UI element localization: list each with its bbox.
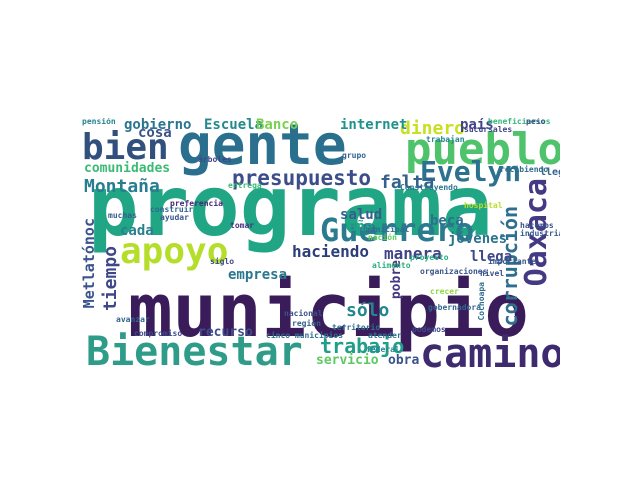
word-muchas: muchas bbox=[108, 211, 137, 220]
word-banco: Banco bbox=[256, 118, 299, 133]
word-metlatonoc: Metlatónoc bbox=[80, 218, 98, 309]
word-arboles: árboles bbox=[198, 155, 232, 164]
word-podemos: podemos bbox=[412, 325, 446, 334]
word-federal: federal bbox=[366, 345, 400, 354]
word-haciendo: haciendo bbox=[292, 242, 370, 261]
word-camino: camino bbox=[420, 331, 560, 368]
word-programa: programa bbox=[88, 157, 493, 255]
word-llega: llega bbox=[470, 249, 513, 265]
word-bien: bien bbox=[82, 127, 169, 168]
word-obra: obra bbox=[388, 353, 420, 368]
word-recurso: recurso bbox=[198, 325, 253, 340]
word-presupuesto: presupuesto bbox=[232, 166, 372, 190]
word-siglo: siglo bbox=[210, 257, 235, 266]
word-territorio: territorio bbox=[332, 323, 381, 332]
word-cochoapa: Cochoapa bbox=[477, 282, 486, 321]
word-jovenes: jóvenes bbox=[448, 231, 508, 247]
word-gente: gente bbox=[178, 118, 347, 178]
word-salud: salud bbox=[340, 207, 383, 223]
word-apoyo: apoyo bbox=[120, 231, 229, 272]
word-servicio: servicio bbox=[316, 353, 379, 368]
word-corrupcion: corrupción bbox=[498, 206, 522, 327]
word-entrega: entrega bbox=[228, 181, 262, 190]
word-beneficiarios: beneficiarios bbox=[488, 118, 551, 126]
word-nivel: nivel bbox=[480, 269, 505, 278]
word-pais: país bbox=[460, 118, 494, 133]
word-peso: peso bbox=[526, 118, 546, 126]
word-montana: Montaña bbox=[84, 176, 160, 197]
word-proyecto: proyecto bbox=[410, 253, 449, 262]
word-comunidades: comunidades bbox=[84, 161, 171, 176]
word-pueblo: pueblo bbox=[405, 124, 560, 175]
word-nacional: nacional bbox=[284, 309, 323, 318]
word-compromiso: compromiso bbox=[134, 329, 183, 338]
word-ayudar: ayudar bbox=[160, 213, 189, 222]
word-cloud: municipio programa gente pueblo Bienesta… bbox=[80, 118, 560, 368]
word-alimento: alimento bbox=[372, 261, 411, 270]
word-pension: pensión bbox=[82, 118, 116, 126]
word-nacion: nación bbox=[368, 233, 397, 242]
word-hacemos: hacemos bbox=[520, 221, 554, 230]
word-municipal: municipal bbox=[366, 225, 410, 234]
word-tomar: tomar bbox=[230, 221, 255, 230]
word-municipio: municipio bbox=[128, 268, 529, 354]
word-sucursales: sucursales bbox=[464, 125, 513, 134]
word-evelyn: Evelyn bbox=[420, 155, 522, 188]
word-solo: sólo bbox=[346, 300, 390, 321]
word-anos: años bbox=[348, 219, 382, 235]
word-organizaciones: organizaciones bbox=[420, 267, 488, 276]
word-cada: cada bbox=[120, 223, 154, 239]
word-manera: manera bbox=[384, 244, 442, 263]
word-importante: importante bbox=[488, 257, 537, 266]
word-avanzar: avanzar bbox=[116, 315, 150, 324]
word-internet: internet bbox=[340, 118, 408, 133]
word-llegan: llegan bbox=[540, 167, 560, 178]
word-cosa: cosa bbox=[138, 125, 172, 141]
word-grupo: grupo bbox=[342, 151, 367, 160]
word-industria: industria bbox=[520, 229, 560, 238]
word-preferencia: preferencia bbox=[170, 199, 223, 208]
word-construir: construir bbox=[150, 205, 194, 214]
word-region: región bbox=[292, 319, 321, 328]
word-beca: beca bbox=[430, 213, 464, 229]
word-gobierno: gobierno bbox=[124, 118, 192, 133]
word-hospital: hospital bbox=[464, 201, 503, 210]
word-atender: atender bbox=[368, 331, 402, 340]
word-cinco-municipios: cinco municipios bbox=[266, 331, 344, 340]
word-gobernadora: gobernadora bbox=[428, 303, 481, 312]
word-empresa: empresa bbox=[228, 267, 288, 283]
word-guerrero: Guerrero bbox=[320, 211, 475, 249]
word-trabajan: trabajan bbox=[426, 135, 465, 144]
word-recibiendo: recibiendo bbox=[500, 165, 549, 174]
word-tiempo: tiempo bbox=[100, 246, 121, 312]
word-construyendo: Construyendo bbox=[400, 183, 458, 192]
word-falta: falta bbox=[380, 172, 435, 193]
word-dinero: dinero bbox=[400, 118, 466, 139]
word-trabajo: trabajo bbox=[320, 334, 405, 358]
word-bienestar: Bienestar bbox=[86, 329, 303, 368]
word-escuela: Escuela bbox=[204, 118, 264, 133]
word-crecer: crecer bbox=[430, 287, 459, 296]
